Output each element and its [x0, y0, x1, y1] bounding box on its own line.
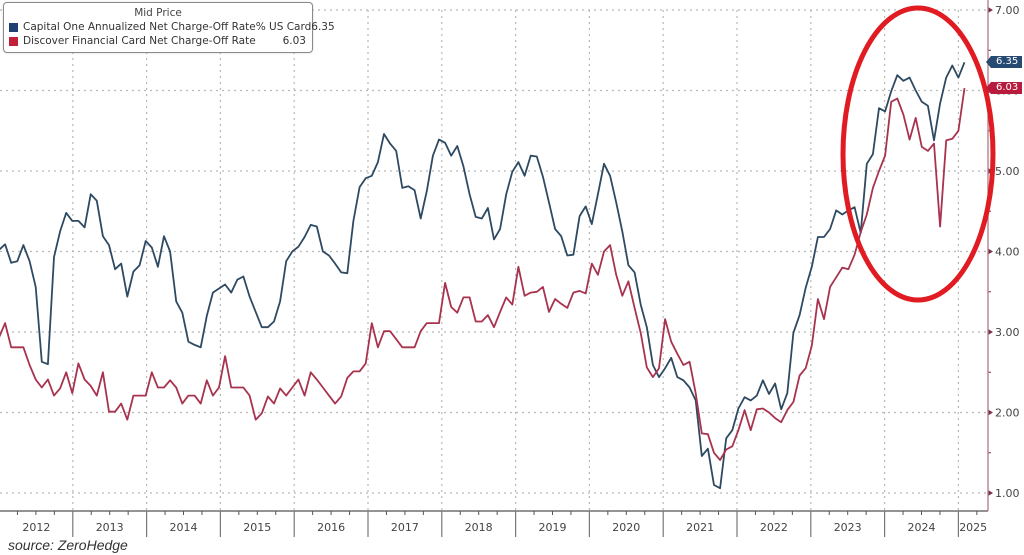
- x-tick-label: 2023: [834, 521, 862, 534]
- y-tick-label: 1.00: [995, 487, 1020, 500]
- x-tick-label: 2016: [317, 521, 345, 534]
- y-axis: 1.002.003.004.005.006.007.00: [987, 0, 1020, 511]
- series-line-discover: [0, 87, 966, 461]
- y-tick-label: 2.00: [995, 407, 1020, 420]
- y-tick: [988, 329, 993, 335]
- legend-value: 6.35: [311, 21, 335, 33]
- x-tick-label: 2022: [760, 521, 788, 534]
- x-tick-label: 2020: [612, 521, 640, 534]
- legend: Mid Price Capital One Annualized Net Cha…: [3, 2, 335, 53]
- y-tick-label: 7.00: [995, 4, 1020, 17]
- legend-value: 6.03: [282, 35, 306, 47]
- legend-label: Capital One Annualized Net Charge-Off Ra…: [23, 21, 312, 33]
- y-tick-label: 5.00: [995, 165, 1020, 178]
- legend-swatch-capital-one: [9, 22, 18, 32]
- x-tick-label: 2017: [391, 521, 419, 534]
- x-tick-label: 2015: [243, 521, 271, 534]
- y-tick: [988, 490, 993, 496]
- y-tick-label: 3.00: [995, 326, 1020, 339]
- legend-label: Discover Financial Card Net Charge-Off R…: [23, 35, 256, 47]
- legend-swatch-discover: [9, 36, 18, 46]
- highlight-ellipse: [840, 5, 996, 303]
- series-line-capital-one: [0, 61, 966, 490]
- x-tick-label: 2019: [539, 521, 567, 534]
- x-tick-label: 2021: [686, 521, 714, 534]
- x-tick-label: 2025: [959, 521, 987, 534]
- source-caption: source: ZeroHedge: [8, 537, 128, 553]
- x-tick-label: 2014: [170, 521, 198, 534]
- y-tick: [988, 7, 993, 13]
- legend-item-capital-one: Capital One Annualized Net Charge-Off Ra…: [4, 20, 335, 34]
- y-tick: [988, 409, 993, 416]
- discover-last-value-tag: 6.03: [985, 82, 1023, 94]
- legend-item-discover: Discover Financial Card Net Charge-Off R…: [4, 34, 312, 48]
- x-tick-label: 2012: [22, 521, 50, 534]
- x-tick-label: 2018: [465, 521, 493, 534]
- x-tick-label: 2024: [908, 521, 936, 534]
- gridlines: [0, 9, 988, 511]
- capital-one-last-value-tag: 6.35: [985, 56, 1023, 68]
- legend-title: Mid Price: [134, 7, 182, 19]
- series-lines: [0, 61, 966, 490]
- x-axis: 2012 2013 2014 2015 2016 2017 2018 2019 2020 2021…: [0, 510, 988, 537]
- x-tick-label: 2013: [96, 521, 124, 534]
- y-tick-label: 4.00: [995, 246, 1020, 259]
- y-tick: [988, 248, 993, 255]
